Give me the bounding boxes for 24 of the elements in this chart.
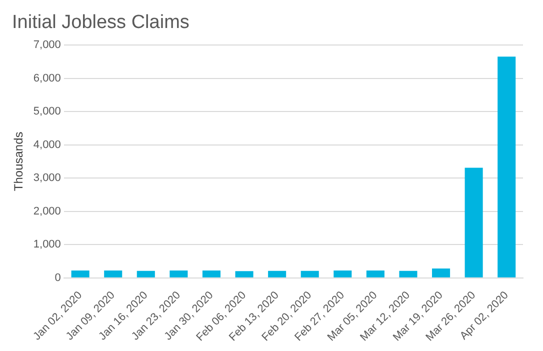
bar bbox=[104, 270, 122, 278]
bar bbox=[235, 271, 254, 278]
bar bbox=[202, 270, 221, 278]
y-tick-label: 2,000 bbox=[33, 205, 61, 218]
chart-title: Initial Jobless Claims bbox=[12, 12, 190, 34]
y-tick-label: 5,000 bbox=[33, 106, 61, 118]
bar bbox=[136, 270, 155, 278]
bar bbox=[464, 168, 483, 278]
y-tick-label: 6,000 bbox=[33, 72, 61, 84]
y-tick-label: 0 bbox=[54, 272, 61, 284]
bar bbox=[170, 270, 188, 278]
y-tick-label: 3,000 bbox=[33, 172, 61, 184]
bar bbox=[268, 270, 286, 278]
y-tick-label: 1,000 bbox=[33, 238, 61, 251]
bar bbox=[366, 270, 384, 278]
bar bbox=[399, 270, 418, 278]
bar bbox=[432, 268, 450, 278]
bar bbox=[498, 56, 516, 278]
bar bbox=[300, 270, 319, 278]
bar bbox=[334, 270, 352, 278]
y-tick-label: 4,000 bbox=[33, 138, 61, 151]
y-tick-label: 7,000 bbox=[33, 39, 61, 52]
bar bbox=[71, 270, 90, 278]
y-axis-title: Thousands bbox=[12, 132, 26, 192]
